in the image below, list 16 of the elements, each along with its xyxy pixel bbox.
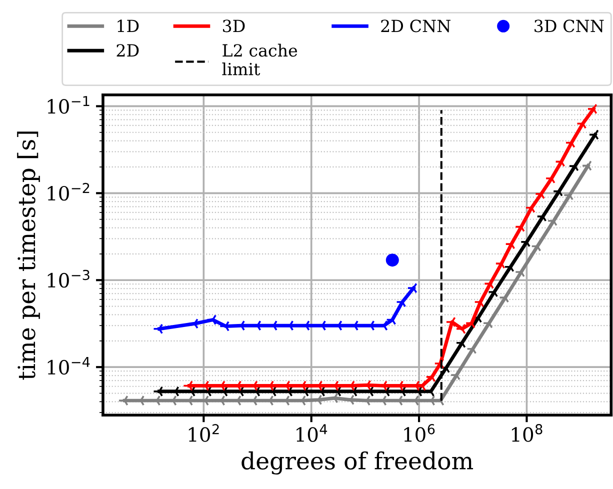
y-tick-label: 10$^{−4}$ — [48, 356, 90, 375]
x-tick-label: 10$^{4}$ — [296, 424, 328, 442]
legend-label: 2D CNN — [381, 20, 450, 32]
legend-label: 1D — [118, 20, 139, 32]
y-axis-title: time per timestep [s] — [17, 132, 40, 380]
legend-label: 3D CNN — [534, 20, 604, 32]
y-tick-label: 10$^{−3}$ — [48, 270, 90, 288]
x-tick-label: 10$^{6}$ — [404, 424, 435, 442]
legend-label: L2 cache limit — [222, 44, 298, 76]
x-axis-title: degrees of freedom — [242, 451, 474, 475]
x-tick-label: 10$^{2}$ — [188, 424, 219, 442]
legend-label: 3D — [223, 20, 245, 32]
y-tick-label: 10$^{−1}$ — [48, 96, 90, 114]
y-tick-label: 10$^{−2}$ — [48, 182, 90, 201]
x-tick-label: 10$^{8}$ — [512, 424, 542, 442]
legend-label: 2D — [116, 44, 139, 56]
